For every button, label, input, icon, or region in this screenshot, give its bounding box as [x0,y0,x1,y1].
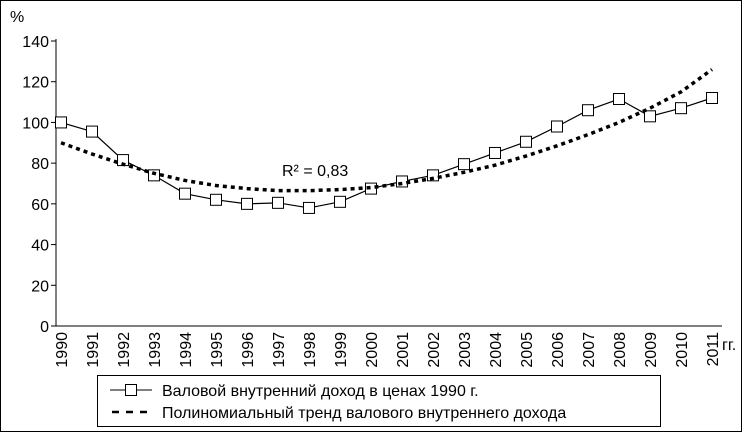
x-tick-label: 2004 [488,332,505,368]
marker [272,196,284,209]
marker [644,110,656,123]
y-tick-label: 20 [31,278,49,295]
marker [427,169,439,182]
x-tick-label: 1991 [85,332,102,368]
x-tick-label: 1993 [147,332,164,368]
marker [551,120,563,133]
y-tick-label: 60 [31,197,49,214]
x-tick-label: 2011 [705,332,722,367]
x-tick-label: 2009 [643,332,660,368]
marker [582,104,594,117]
legend-label: Полиномиальный тренд валового внутреннег… [162,405,566,422]
x-tick-label: 1996 [240,332,257,368]
x-tick-label: 2003 [457,332,474,368]
series-line [60,97,713,209]
legend [97,375,661,427]
y-tick-label: 80 [31,156,49,173]
x-tick-label: 2002 [426,332,443,368]
annotation: R² = 0,83 [282,163,348,180]
legend-marker [125,384,137,396]
marker [210,193,222,206]
x-tick-label: 1994 [178,332,195,368]
x-tick-label: 1999 [333,332,350,368]
x-tick-label: 1992 [116,332,133,368]
y-tick-label: 40 [31,238,49,255]
x-tick-label: 1990 [54,332,71,368]
x-tick-label: 2001 [395,332,412,368]
marker [241,197,253,210]
marker [179,187,191,200]
marker [55,116,67,129]
x-tick-label: 1997 [271,332,288,368]
x-tick-label: 2008 [612,332,629,368]
x-tick-label: 1995 [209,332,226,368]
marker [706,92,718,104]
x-tick-label: 2005 [519,332,536,368]
marker [148,169,160,182]
y-tick-label: 140 [22,34,49,51]
legend-label: Валовой внутренний доход в ценах 1990 г. [162,383,479,400]
y-tick-label: 0 [40,319,49,336]
marker [458,158,470,171]
x-tick-label: 2006 [550,332,567,368]
marker [489,146,501,159]
x-tick-label: 2007 [581,332,598,368]
marker [520,135,532,148]
series-line [60,68,714,193]
marker [334,195,346,208]
marker [303,201,315,214]
y-tick-label: 120 [22,75,49,92]
x-axis-label: гг. [722,337,736,354]
x-tick-label: 2000 [364,332,381,368]
y-tick-label: 100 [22,115,49,132]
x-tick-label: 1998 [302,332,319,368]
marker [613,93,625,106]
x-tick-label: 2010 [674,332,691,368]
marker [396,175,408,188]
marker [675,102,687,115]
marker [86,125,98,138]
y-axis-label: % [10,9,24,26]
